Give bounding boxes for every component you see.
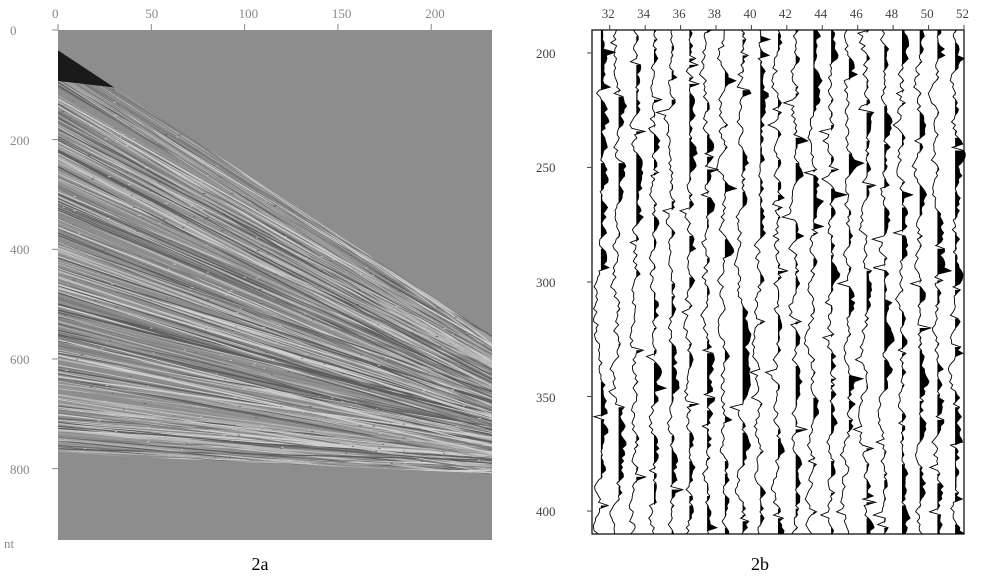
panel-b-y-tick: 300 bbox=[536, 275, 556, 291]
panel-a-x-tick: 50 bbox=[145, 6, 158, 22]
caption-b: 2b bbox=[730, 554, 790, 575]
panel-b-y-tick: 350 bbox=[536, 390, 556, 406]
panel-b-x-tick: 36 bbox=[673, 6, 686, 22]
panel-b-y-tick: 200 bbox=[536, 46, 556, 62]
panel-a-y-tick: 0 bbox=[10, 23, 17, 39]
panel-b-x-tick: 34 bbox=[637, 6, 650, 22]
panel-a bbox=[36, 8, 492, 540]
panel-b-y-tick: 400 bbox=[536, 504, 556, 520]
nt-axis-label: nt bbox=[4, 536, 14, 552]
panel-b-x-tick: 46 bbox=[850, 6, 863, 22]
panel-b-x-tick: 38 bbox=[708, 6, 721, 22]
panel-a-y-tick: 800 bbox=[10, 462, 30, 478]
figure-page: 0 50 100 150 200 0 200 400 600 800 32 34 36 38 40 42 4… bbox=[0, 0, 1000, 581]
panel-a-y-tick: 200 bbox=[10, 133, 30, 149]
panel-b-x-tick: 32 bbox=[602, 6, 615, 22]
panel-a-y-tick: 600 bbox=[10, 352, 30, 368]
panel-b bbox=[562, 8, 970, 540]
panel-b-x-tick: 44 bbox=[814, 6, 827, 22]
panel-b-x-tick: 42 bbox=[779, 6, 792, 22]
panel-b-x-tick: 40 bbox=[743, 6, 756, 22]
panel-a-y-tick: 400 bbox=[10, 242, 30, 258]
panel-a-x-tick: 200 bbox=[425, 6, 445, 22]
seismic-image-plot bbox=[36, 8, 492, 540]
panel-a-x-tick: 100 bbox=[239, 6, 259, 22]
panel-b-x-tick: 48 bbox=[885, 6, 898, 22]
panel-b-y-tick: 250 bbox=[536, 160, 556, 176]
panel-a-x-tick: 0 bbox=[52, 6, 59, 22]
panel-b-x-tick: 50 bbox=[921, 6, 934, 22]
wiggle-trace-plot bbox=[562, 8, 970, 540]
panel-b-x-tick: 52 bbox=[956, 6, 969, 22]
panel-a-x-tick: 150 bbox=[332, 6, 352, 22]
caption-a: 2a bbox=[230, 554, 290, 575]
